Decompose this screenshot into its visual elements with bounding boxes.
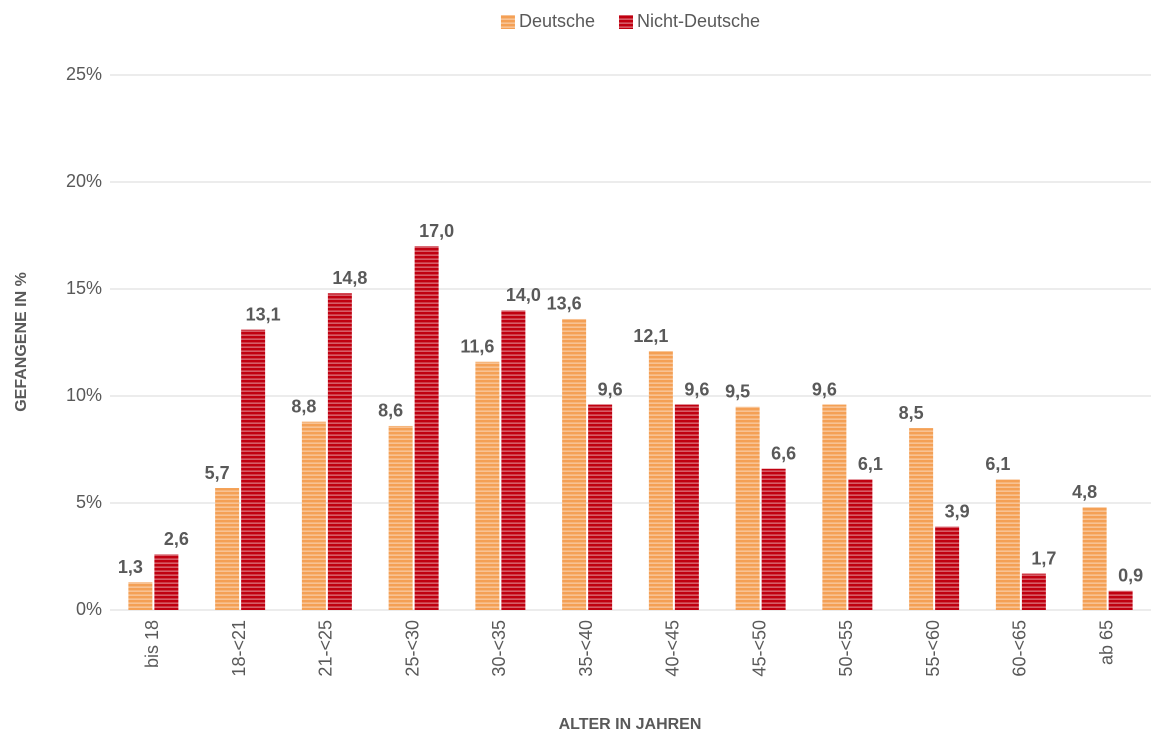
bar bbox=[909, 428, 934, 610]
data-label: 1,3 bbox=[118, 557, 143, 577]
bar bbox=[935, 526, 960, 610]
data-label: 6,1 bbox=[858, 454, 883, 474]
y-tick-label: 15% bbox=[66, 278, 102, 298]
data-label: 3,9 bbox=[945, 501, 970, 521]
legend-swatch bbox=[619, 15, 633, 29]
bar bbox=[995, 479, 1020, 610]
bar bbox=[848, 479, 873, 610]
data-label: 9,6 bbox=[684, 379, 709, 399]
bar bbox=[1021, 573, 1046, 610]
x-tick-label: 45-<50 bbox=[749, 620, 769, 677]
bar bbox=[674, 404, 699, 610]
bar bbox=[301, 421, 326, 610]
x-tick-label: 60-<65 bbox=[1010, 620, 1030, 677]
bar bbox=[388, 425, 413, 610]
y-tick-label: 0% bbox=[76, 599, 102, 619]
data-label: 2,6 bbox=[164, 529, 189, 549]
data-label: 0,9 bbox=[1118, 565, 1143, 585]
bar bbox=[327, 293, 352, 610]
y-tick-label: 10% bbox=[66, 385, 102, 405]
data-label: 9,5 bbox=[725, 381, 750, 401]
bar bbox=[735, 406, 760, 610]
x-tick-label: 25-<30 bbox=[402, 620, 422, 677]
data-label: 8,8 bbox=[291, 396, 316, 416]
data-label: 12,1 bbox=[633, 326, 668, 346]
y-tick-label: 20% bbox=[66, 171, 102, 191]
data-label: 13,6 bbox=[547, 294, 582, 314]
data-label: 1,7 bbox=[1031, 548, 1056, 568]
x-tick-label: 30-<35 bbox=[489, 620, 509, 677]
data-label: 9,6 bbox=[598, 379, 623, 399]
y-axis-title: GEFANGENE IN % bbox=[13, 272, 30, 412]
x-tick-label: bis 18 bbox=[142, 620, 162, 668]
legend-label: Nicht-Deutsche bbox=[637, 11, 760, 31]
data-label: 8,6 bbox=[378, 401, 403, 421]
bar bbox=[128, 582, 153, 610]
bar bbox=[648, 351, 673, 610]
data-label: 8,5 bbox=[899, 403, 924, 423]
data-label: 14,0 bbox=[506, 285, 541, 305]
bar bbox=[475, 361, 500, 610]
x-axis-title: ALTER IN JAHREN bbox=[559, 716, 702, 733]
legend: Deutsche Nicht-Deutsche bbox=[500, 11, 760, 31]
data-label: 4,8 bbox=[1072, 482, 1097, 502]
data-label: 6,6 bbox=[771, 444, 796, 464]
bar bbox=[1082, 507, 1107, 610]
y-tick-label: 5% bbox=[76, 492, 102, 512]
bar bbox=[414, 246, 439, 610]
x-tick-label: ab 65 bbox=[1096, 620, 1116, 665]
x-tick-label: 21-<25 bbox=[316, 620, 336, 677]
bar bbox=[822, 404, 847, 610]
bar bbox=[215, 488, 240, 610]
data-label: 11,6 bbox=[460, 337, 494, 357]
x-tick-label: 50-<55 bbox=[836, 620, 856, 677]
data-label: 17,0 bbox=[419, 221, 454, 241]
data-label: 13,1 bbox=[246, 304, 281, 324]
x-tick-label: 18-<21 bbox=[229, 620, 249, 677]
legend-label: Deutsche bbox=[519, 11, 595, 31]
bar bbox=[501, 310, 526, 610]
bar bbox=[241, 329, 266, 610]
bar bbox=[588, 404, 613, 610]
bar bbox=[154, 554, 179, 610]
bar bbox=[1108, 590, 1133, 610]
bar bbox=[562, 318, 587, 610]
data-label: 9,6 bbox=[812, 379, 837, 399]
x-tick-label: 55-<60 bbox=[923, 620, 943, 677]
x-tick-label: 35-<40 bbox=[576, 620, 596, 677]
y-tick-label: 25% bbox=[66, 64, 102, 84]
data-label: 5,7 bbox=[205, 463, 230, 483]
x-tick-label: 40-<45 bbox=[663, 620, 683, 677]
data-label: 14,8 bbox=[332, 268, 367, 288]
legend-swatch bbox=[500, 15, 515, 29]
bar bbox=[761, 468, 786, 610]
data-label: 6,1 bbox=[985, 454, 1010, 474]
